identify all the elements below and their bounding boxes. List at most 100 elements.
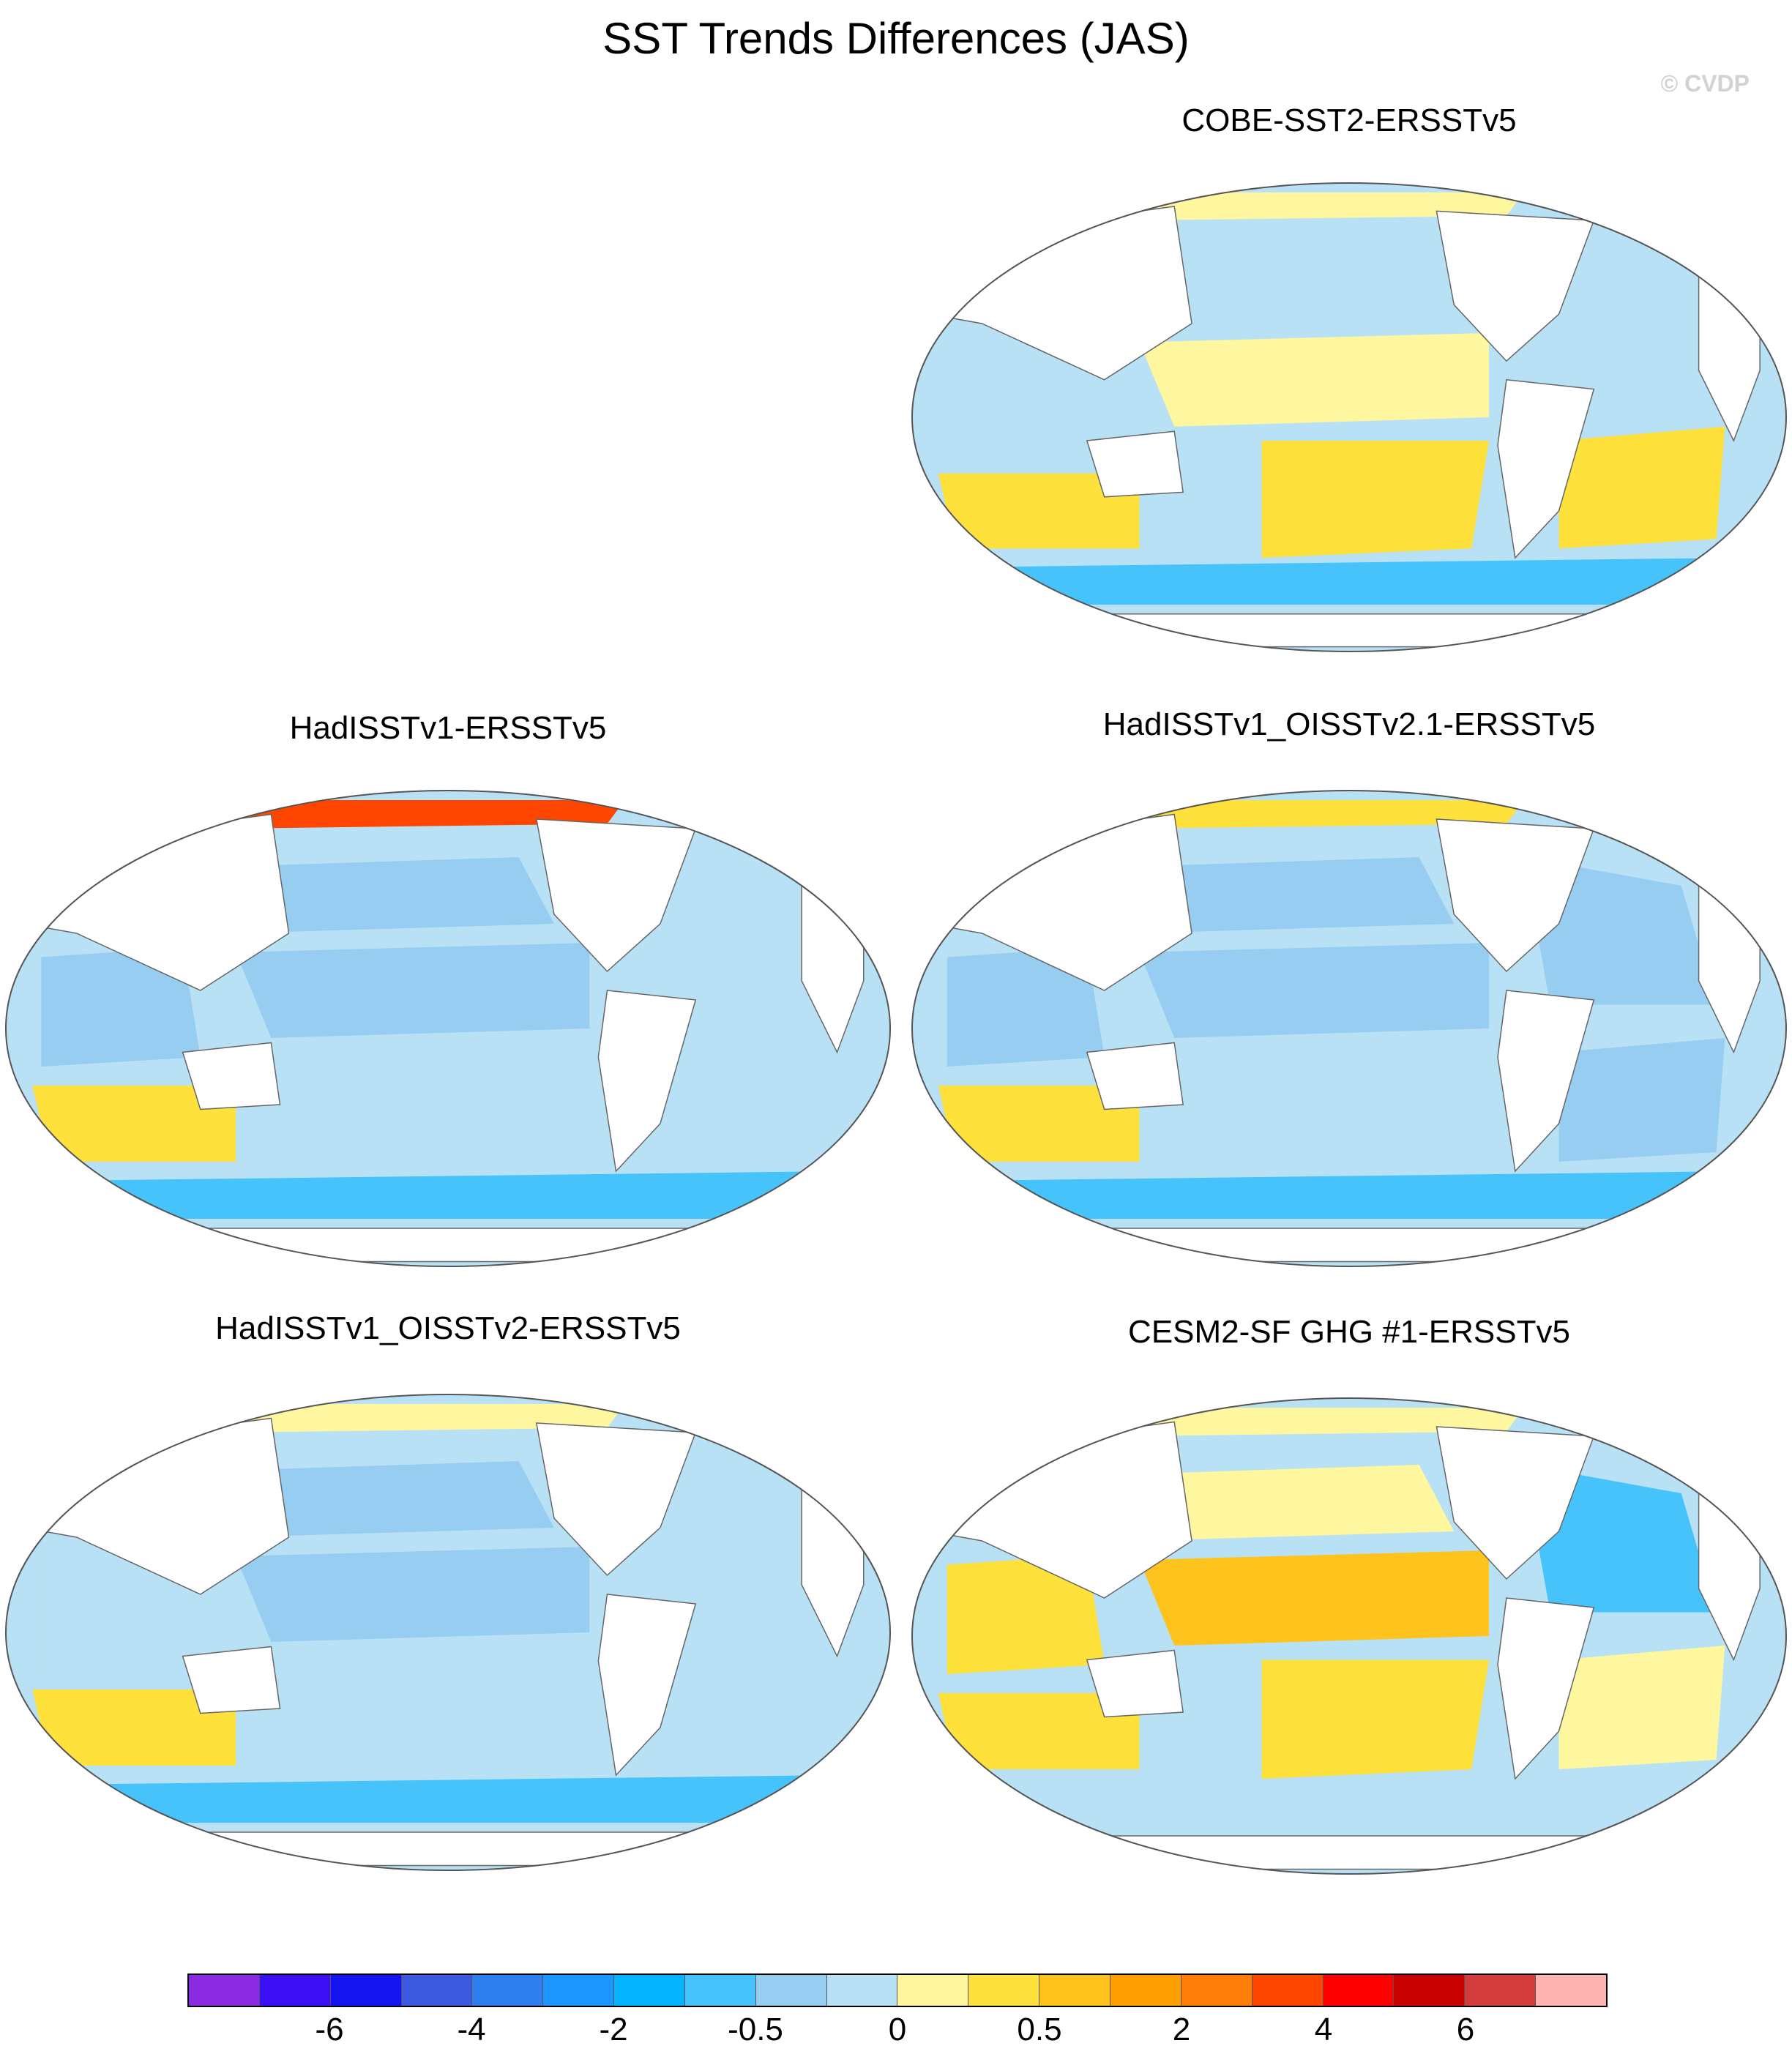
region-arctic — [1104, 800, 1524, 829]
colorbar-tick-label: 6 — [1456, 2012, 1475, 2047]
colorbar-tick-label: -0.5 — [728, 2012, 783, 2047]
antarctica-continent — [999, 613, 1699, 648]
colorbar-tick-label: 0 — [888, 2012, 907, 2047]
colorbar-swatch — [1465, 1975, 1537, 2006]
region-south-atlantic — [1558, 1038, 1725, 1162]
colorbar-swatch — [1110, 1975, 1181, 2006]
map-panel: CESM2-SF GHG #1-ERSSTv5 — [906, 1310, 1792, 1896]
colorbar-swatches — [187, 1973, 1608, 2007]
region-indian-ocean — [947, 1555, 1105, 1674]
colorbar-swatch — [259, 1975, 331, 2006]
colorbar-swatch — [1039, 1975, 1110, 2006]
colorbar-swatch — [330, 1975, 402, 2006]
south-america-continent — [597, 990, 697, 1173]
robinson-map — [911, 790, 1787, 1267]
colorbar-swatch — [1536, 1975, 1606, 2006]
region-north-pacific-band — [227, 857, 554, 933]
region-south-indian — [938, 473, 1140, 549]
colorbar: -6 -4 -2 -0.5 0 0.5 2 4 6 — [187, 1973, 1608, 2051]
region-south-indian — [32, 1689, 236, 1766]
north-america-continent — [535, 1422, 697, 1577]
region-tropical-pacific — [1139, 943, 1490, 1038]
region-southern-ocean — [59, 1775, 837, 1823]
region-indian-ocean — [41, 947, 201, 1067]
australia-continent — [182, 1646, 281, 1714]
colorbar-swatch — [684, 1975, 756, 2006]
north-america-continent — [1436, 1426, 1595, 1580]
region-north-pacific-band — [1130, 1465, 1455, 1541]
region-tropical-pacific — [1139, 332, 1490, 427]
region-south-indian — [938, 1693, 1140, 1769]
colorbar-tick-label: -2 — [599, 2012, 628, 2047]
region-south-atlantic — [1558, 426, 1725, 549]
panel-title: HadISSTv1-ERSSTv5 — [289, 710, 607, 746]
map-panel: HadISSTv1-ERSSTv5 — [0, 703, 896, 1288]
panel-title: COBE-SST2-ERSSTv5 — [1181, 102, 1517, 138]
colorbar-swatch — [401, 1975, 473, 2006]
region-south-indian — [32, 1086, 236, 1162]
antarctica-continent — [94, 1228, 802, 1263]
map-border — [5, 1394, 891, 1871]
region-south-pacific — [1261, 1659, 1490, 1779]
region-southern-ocean — [964, 558, 1734, 605]
region-arctic — [1104, 1408, 1524, 1436]
antarctica-continent — [999, 1228, 1699, 1263]
colorbar-swatch — [472, 1975, 544, 2006]
south-america-continent — [597, 1594, 697, 1777]
colorbar-swatch — [1394, 1975, 1466, 2006]
cvdp-watermark: © CVDP — [1660, 70, 1750, 97]
colorbar-tick-label: -4 — [457, 2012, 486, 2047]
region-arctic — [200, 800, 625, 829]
region-indian-ocean — [41, 1551, 201, 1670]
region-indian-ocean — [947, 337, 1105, 455]
region-southern-ocean — [964, 1171, 1734, 1219]
region-southern-ocean — [59, 1171, 837, 1219]
colorbar-labels: -6 -4 -2 -0.5 0 0.5 2 4 6 — [187, 2007, 1608, 2051]
north-america-continent — [535, 818, 697, 973]
region-south-atlantic — [660, 1642, 829, 1766]
region-south-atlantic — [1558, 1646, 1725, 1769]
map-border — [911, 1397, 1787, 1875]
north-america-continent — [1436, 210, 1595, 362]
region-atlantic — [624, 1461, 820, 1609]
north-america-continent — [1436, 818, 1595, 973]
colorbar-swatch — [968, 1975, 1040, 2006]
colorbar-swatch — [1323, 1975, 1395, 2006]
australia-continent — [1086, 430, 1184, 498]
region-south-pacific — [359, 1052, 590, 1171]
south-america-continent — [1497, 990, 1595, 1173]
region-arctic — [200, 1404, 625, 1433]
robinson-map — [5, 1394, 891, 1871]
colorbar-tick-label: 2 — [1172, 2012, 1191, 2047]
colorbar-swatch — [189, 1975, 260, 2006]
colorbar-swatch — [897, 1975, 969, 2006]
region-south-indian — [938, 1086, 1140, 1162]
region-atlantic — [1523, 248, 1717, 394]
colorbar-swatch — [1252, 1975, 1324, 2006]
colorbar-swatch — [755, 1975, 827, 2006]
robinson-map — [5, 790, 891, 1267]
region-indian-ocean — [947, 947, 1105, 1067]
map-border — [911, 790, 1787, 1267]
robinson-map — [911, 182, 1787, 652]
map-panel: HadISSTv1_OISSTv2.1-ERSSTv5 — [906, 703, 1792, 1288]
region-arctic — [1104, 192, 1524, 221]
map-border — [5, 790, 891, 1267]
region-south-pacific — [1261, 441, 1490, 558]
colorbar-tick-label: 4 — [1314, 2012, 1333, 2047]
region-atlantic — [624, 857, 820, 1005]
colorbar-swatch — [543, 1975, 615, 2006]
region-tropical-pacific — [1139, 1550, 1490, 1646]
region-atlantic — [1523, 857, 1717, 1005]
map-panel: COBE-SST2-ERSSTv5 — [906, 102, 1792, 659]
region-atlantic — [1523, 1465, 1717, 1613]
colorbar-swatch — [614, 1975, 685, 2006]
region-southern-ocean — [964, 1779, 1734, 1826]
map-border — [911, 182, 1787, 652]
region-south-pacific — [359, 1656, 590, 1775]
colorbar-swatch — [1181, 1975, 1252, 2006]
colorbar-swatch — [826, 1975, 898, 2006]
figure-title: SST Trends Differences (JAS) — [602, 14, 1190, 63]
australia-continent — [1086, 1649, 1184, 1718]
colorbar-tick-label: 0.5 — [1017, 2012, 1062, 2047]
